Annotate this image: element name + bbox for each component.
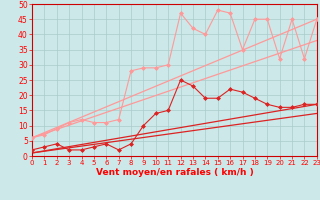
X-axis label: Vent moyen/en rafales ( km/h ): Vent moyen/en rafales ( km/h ) <box>96 168 253 177</box>
